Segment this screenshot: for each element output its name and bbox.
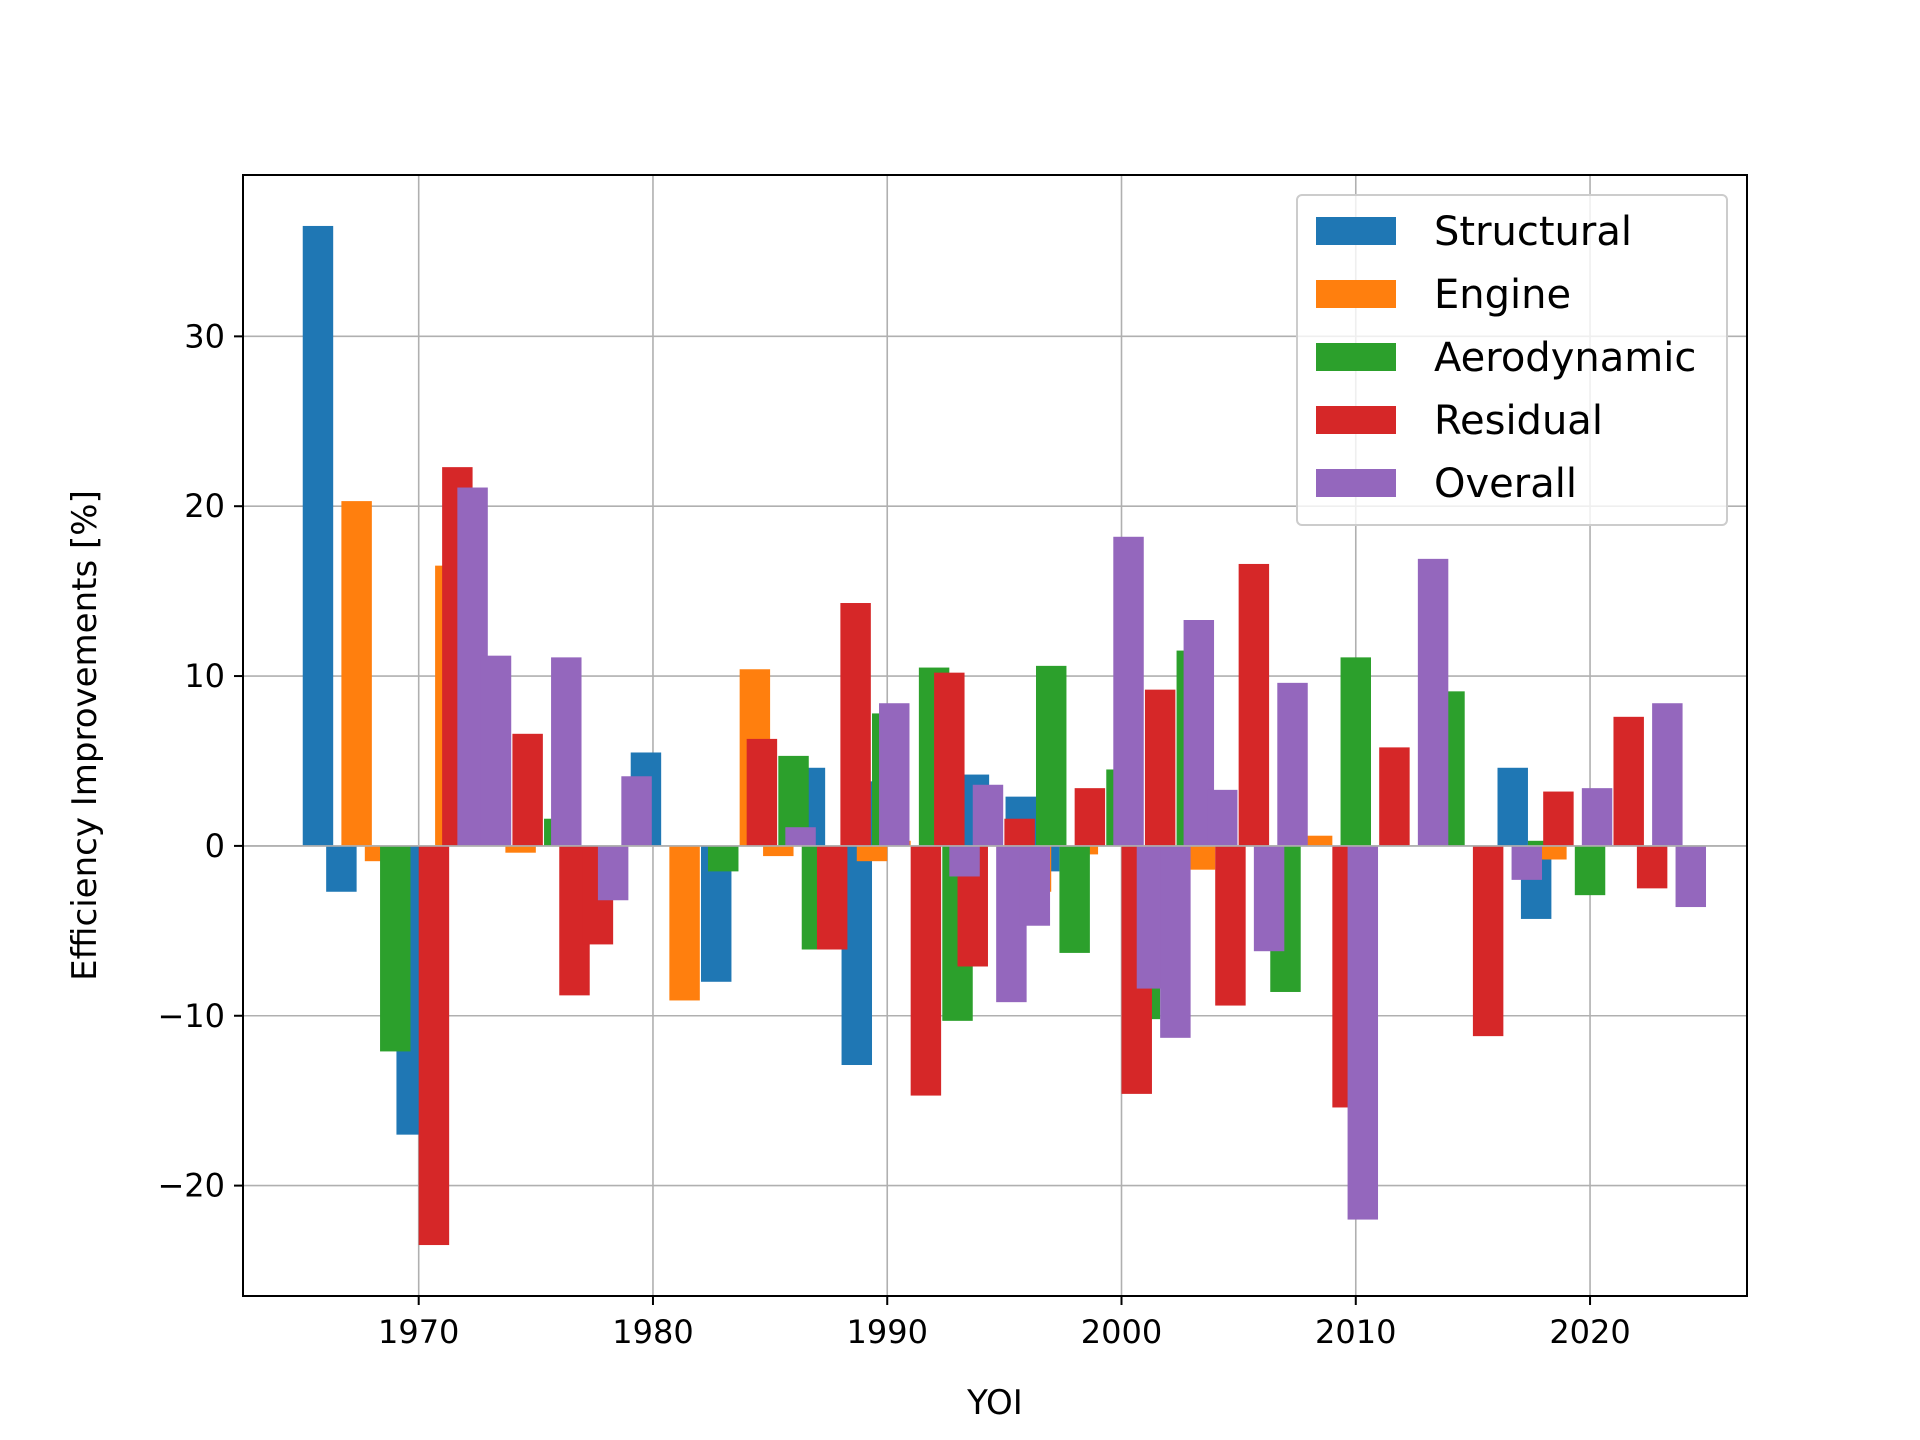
y-tick-label: 10	[184, 657, 225, 695]
legend-swatch-structural	[1316, 217, 1396, 245]
x-tick-label: 1980	[612, 1313, 693, 1351]
bar-aerodynamic	[1340, 657, 1371, 846]
bar-engine	[1184, 845, 1216, 870]
bars	[302, 225, 1707, 1246]
bar-overall	[879, 703, 910, 846]
bar-overall	[1277, 682, 1308, 846]
bar-overall	[1652, 703, 1683, 846]
bar-engine	[1301, 835, 1333, 846]
bar-engine	[669, 845, 700, 1001]
bar-engine	[505, 845, 536, 853]
x-tick-label: 2010	[1315, 1313, 1396, 1351]
bar-aerodynamic	[380, 845, 411, 1052]
bar-overall	[1675, 845, 1707, 908]
bar-residual	[1074, 788, 1106, 846]
bar-residual	[816, 845, 848, 950]
bar-residual	[512, 733, 543, 846]
bar-overall	[597, 845, 629, 901]
legend-box	[1296, 194, 1728, 526]
y-axis-label: Efficiency Improvements [%]	[65, 490, 105, 981]
bar-overall	[1019, 845, 1051, 926]
bar-residual	[934, 672, 965, 846]
x-axis-label: YOI	[966, 1383, 1023, 1423]
bar-overall	[480, 655, 512, 846]
bar-aerodynamic	[708, 845, 739, 872]
y-axis-ticks: −20 −10 0 10 20 30	[157, 317, 243, 1205]
bar-residual	[1472, 845, 1504, 1037]
bar-overall	[1207, 789, 1238, 846]
legend-label-overall: Overall	[1434, 461, 1577, 507]
bar-engine	[763, 845, 794, 857]
legend-swatch-overall	[1316, 469, 1396, 497]
bar-aerodynamic	[1059, 845, 1090, 953]
legend: Structural Engine Aerodynamic Residual Overa…	[1296, 194, 1728, 526]
bar-overall	[1417, 558, 1449, 846]
bar-residual	[910, 845, 942, 1096]
bar-residual	[1215, 845, 1246, 1006]
plot-area-frame	[242, 174, 1748, 1297]
y-tick-label: 0	[205, 827, 225, 865]
bar-residual	[1144, 689, 1176, 846]
x-tick-label: 1990	[847, 1313, 928, 1351]
y-tick-label: 20	[184, 487, 225, 525]
bar-overall	[1347, 845, 1379, 1220]
y-tick-label: 30	[184, 317, 225, 355]
bar-overall	[1511, 845, 1543, 880]
bar-residual	[746, 738, 778, 846]
bar-aerodynamic	[1035, 665, 1067, 846]
bar-residual	[1543, 791, 1574, 846]
x-tick-label: 2000	[1081, 1313, 1162, 1351]
y-tick-label: −20	[157, 1167, 225, 1205]
legend-swatch-residual	[1316, 406, 1396, 434]
x-tick-label: 1970	[378, 1313, 459, 1351]
y-tick-label: −10	[157, 997, 225, 1035]
legend-swatch-engine	[1316, 280, 1396, 308]
legend-label-structural: Structural	[1434, 209, 1632, 255]
bar-residual	[418, 845, 450, 1246]
bar-overall	[1113, 536, 1144, 846]
bar-residual	[1613, 716, 1644, 846]
bar-aerodynamic	[1574, 845, 1606, 896]
bar-engine	[1536, 845, 1567, 860]
bar-engine	[856, 845, 888, 862]
legend-label-engine: Engine	[1434, 272, 1571, 318]
bar-overall	[621, 776, 652, 846]
bar-residual	[1379, 747, 1410, 846]
bar-overall	[551, 657, 582, 846]
bar-overall	[949, 845, 980, 877]
x-tick-label: 2020	[1549, 1313, 1630, 1351]
legend-swatch-aerodynamic	[1316, 343, 1396, 371]
bar-residual	[1004, 818, 1035, 846]
bar-engine	[341, 501, 372, 846]
bar-overall	[972, 784, 1004, 846]
bar-structural	[302, 225, 334, 846]
legend-label-aerodynamic: Aerodynamic	[1434, 335, 1696, 381]
bar-residual	[1636, 845, 1668, 889]
bar-overall	[785, 827, 816, 846]
bar-overall	[1253, 845, 1285, 952]
bar-residual	[1238, 563, 1270, 846]
bar-overall	[1581, 788, 1613, 846]
x-axis-ticks: 1970 1980 1990 2000 2010 2020	[378, 1296, 1631, 1351]
bar-overall	[1160, 845, 1191, 1038]
bar-structural	[326, 845, 357, 892]
legend-label-residual: Residual	[1434, 398, 1603, 444]
bar-residual	[840, 603, 871, 846]
bar-structural	[1497, 767, 1528, 846]
